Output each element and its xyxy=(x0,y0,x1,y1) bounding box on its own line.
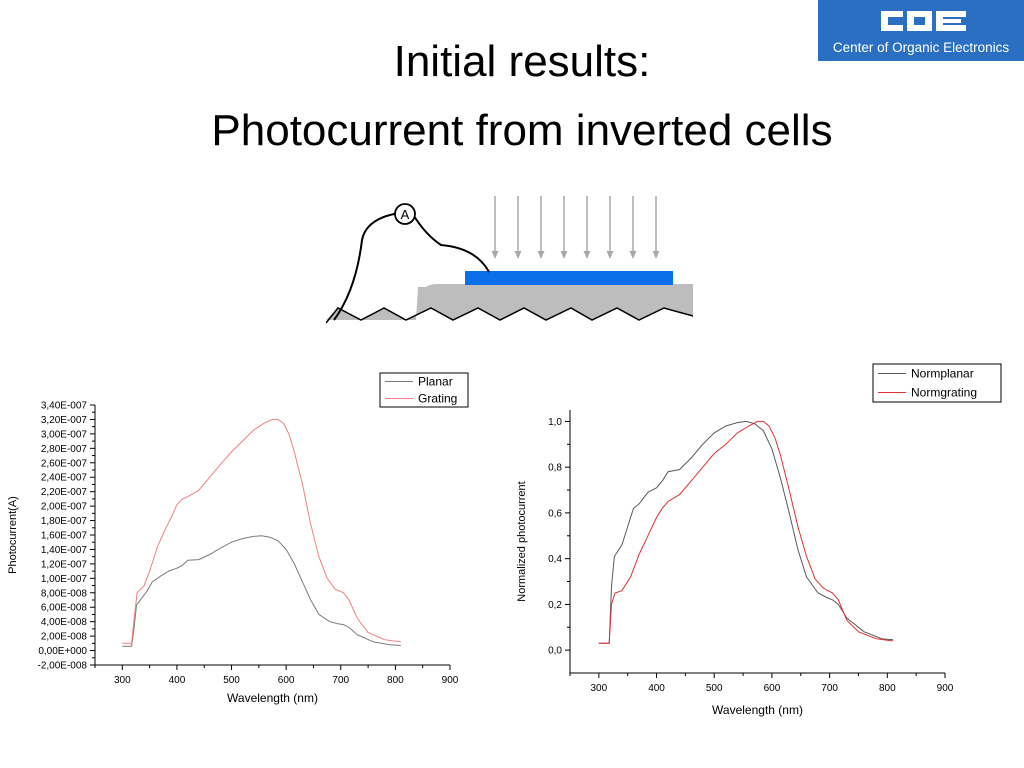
light-arrows xyxy=(491,196,660,259)
y-tick-label: 2,20E-007 xyxy=(41,487,88,498)
y-tick-label: 2,40E-007 xyxy=(41,473,88,484)
legend-entry: Normgrating xyxy=(911,386,977,400)
y-tick-label: 0,2 xyxy=(548,600,562,611)
coe-logo-mark xyxy=(881,11,966,31)
y-tick-label: 8,00E-008 xyxy=(41,588,88,599)
y-tick-label: 1,20E-007 xyxy=(41,559,88,570)
legend: Planar Grating xyxy=(379,372,469,408)
chart-normalized-photocurrent: 300 400 500 600 700 800 900 0,0 0,2 0,4 0,6 0,8 1,0 W… xyxy=(516,363,1002,717)
x-tick-label: 600 xyxy=(764,683,781,694)
slide-title-line-2: Photocurrent from inverted cells xyxy=(211,106,833,155)
y-axis-label: Photocurrent(A) xyxy=(7,496,19,574)
legend: Normplanar Normgrating xyxy=(872,363,1002,403)
y-tick-label: 1,00E-007 xyxy=(41,574,88,585)
wire-left xyxy=(333,212,399,321)
y-tick-label: 2,80E-007 xyxy=(41,444,88,455)
y-tick-label: 2,60E-007 xyxy=(41,458,88,469)
light-arrow-icon xyxy=(560,196,568,259)
legend-entry: Planar xyxy=(418,375,453,389)
y-tick-label: 1,0 xyxy=(548,417,562,428)
ammeter-label: A xyxy=(401,207,410,222)
y-tick-label: 3,00E-007 xyxy=(41,429,88,440)
series-line xyxy=(122,535,401,647)
x-axis-label: Wavelength (nm) xyxy=(712,703,803,717)
x-tick-label: 500 xyxy=(706,683,723,694)
y-tick-label: 3,40E-007 xyxy=(41,401,88,412)
y-tick-label: 0,4 xyxy=(548,554,562,565)
x-tick-label: 900 xyxy=(937,683,954,694)
device-schematic: A xyxy=(326,196,694,324)
x-tick-label: 500 xyxy=(223,675,240,686)
y-tick-label: 6,00E-008 xyxy=(41,603,88,614)
series-line xyxy=(122,418,401,644)
light-arrow-icon xyxy=(606,196,614,259)
light-arrow-icon xyxy=(514,196,522,259)
y-tick-label: 0,6 xyxy=(548,508,562,519)
x-tick-label: 700 xyxy=(332,675,349,686)
chart-photocurrent: 300 400 500 600 700 800 900 -2,00E-008 0,00E+000… xyxy=(7,372,469,705)
x-tick-label: 900 xyxy=(442,675,459,686)
y-tick-label: 0,0 xyxy=(548,646,562,657)
light-arrow-icon xyxy=(629,196,637,259)
legend-entry: Normplanar xyxy=(911,367,974,381)
x-tick-label: 300 xyxy=(114,675,131,686)
y-tick-label: 1,60E-007 xyxy=(41,531,88,542)
coe-logo-subtitle: Center of Organic Electronics xyxy=(832,40,1010,55)
x-tick-label: 700 xyxy=(821,683,838,694)
light-arrow-icon xyxy=(583,196,591,259)
light-arrow-icon xyxy=(652,196,660,259)
y-tick-label: 1,80E-007 xyxy=(41,516,88,527)
y-tick-label: 0,8 xyxy=(548,463,562,474)
light-arrow-icon xyxy=(491,196,499,259)
x-axis-label: Wavelength (nm) xyxy=(227,691,318,705)
y-tick-label: 1,40E-007 xyxy=(41,545,88,556)
y-tick-label: 0,00E+000 xyxy=(38,646,87,657)
grating-substrate xyxy=(326,284,693,320)
active-layer xyxy=(465,271,673,285)
series-line xyxy=(598,420,894,644)
x-tick-label: 300 xyxy=(591,683,608,694)
series-line xyxy=(598,420,894,644)
y-tick-label: 3,20E-007 xyxy=(41,415,88,426)
coe-logo: Center of Organic Electronics xyxy=(818,0,1024,61)
x-tick-label: 800 xyxy=(387,675,404,686)
y-tick-label: 2,00E-007 xyxy=(41,502,88,513)
grating-profile-line xyxy=(326,307,694,324)
ammeter-icon xyxy=(394,203,416,225)
y-tick-label: 4,00E-008 xyxy=(41,617,88,628)
x-tick-label: 400 xyxy=(169,675,186,686)
x-tick-label: 800 xyxy=(879,683,896,694)
slide-title-line-1: Initial results: xyxy=(393,37,651,86)
y-tick-label: -2,00E-008 xyxy=(38,661,88,672)
x-tick-label: 600 xyxy=(278,675,295,686)
legend-entry: Grating xyxy=(418,392,457,406)
y-tick-label: 2,00E-008 xyxy=(41,632,88,643)
x-tick-label: 400 xyxy=(648,683,665,694)
light-arrow-icon xyxy=(537,196,545,259)
y-axis-label: Normalized photocurrent xyxy=(516,481,528,601)
wire-right xyxy=(413,215,490,273)
